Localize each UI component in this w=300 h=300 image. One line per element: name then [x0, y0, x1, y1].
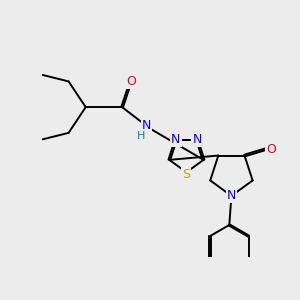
Text: N: N — [171, 133, 181, 146]
Text: N: N — [192, 133, 202, 146]
Text: H: H — [136, 131, 145, 141]
Text: O: O — [266, 142, 276, 156]
Text: N: N — [142, 118, 151, 132]
Text: S: S — [182, 168, 190, 181]
Text: N: N — [227, 189, 236, 203]
Text: O: O — [126, 75, 136, 88]
